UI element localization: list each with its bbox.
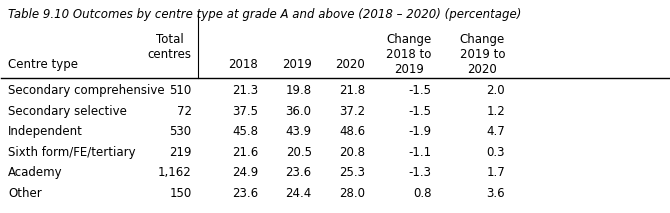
Text: 1.2: 1.2 <box>486 105 505 118</box>
Text: 150: 150 <box>170 187 192 200</box>
Text: Academy: Academy <box>8 166 63 179</box>
Text: 3.6: 3.6 <box>486 187 505 200</box>
Text: 37.2: 37.2 <box>339 105 365 118</box>
Text: 20.8: 20.8 <box>339 146 365 159</box>
Text: Table 9.10 Outcomes by centre type at grade A and above (2018 – 2020) (percentag: Table 9.10 Outcomes by centre type at gr… <box>8 8 521 21</box>
Text: Secondary selective: Secondary selective <box>8 105 127 118</box>
Text: 21.8: 21.8 <box>339 84 365 97</box>
Text: 2018: 2018 <box>228 58 258 71</box>
Text: -1.1: -1.1 <box>409 146 431 159</box>
Text: Other: Other <box>8 187 42 200</box>
Text: 43.9: 43.9 <box>285 125 312 138</box>
Text: 2019: 2019 <box>282 58 312 71</box>
Text: 48.6: 48.6 <box>339 125 365 138</box>
Text: 219: 219 <box>169 146 192 159</box>
Text: Total
centres: Total centres <box>147 33 192 60</box>
Text: 25.3: 25.3 <box>339 166 365 179</box>
Text: Independent: Independent <box>8 125 83 138</box>
Text: 1,162: 1,162 <box>158 166 192 179</box>
Text: Change
2018 to
2019: Change 2018 to 2019 <box>387 33 431 76</box>
Text: 4.7: 4.7 <box>486 125 505 138</box>
Text: 23.6: 23.6 <box>232 187 258 200</box>
Text: -1.5: -1.5 <box>409 84 431 97</box>
Text: 36.0: 36.0 <box>285 105 312 118</box>
Text: 21.6: 21.6 <box>232 146 258 159</box>
Text: 510: 510 <box>170 84 192 97</box>
Text: 2020: 2020 <box>335 58 365 71</box>
Text: 72: 72 <box>177 105 192 118</box>
Text: Centre type: Centre type <box>8 58 78 71</box>
Text: 1.7: 1.7 <box>486 166 505 179</box>
Text: 24.4: 24.4 <box>285 187 312 200</box>
Text: 0.3: 0.3 <box>486 146 505 159</box>
Text: 28.0: 28.0 <box>339 187 365 200</box>
Text: -1.9: -1.9 <box>409 125 431 138</box>
Text: Change
2019 to
2020: Change 2019 to 2020 <box>460 33 505 76</box>
Text: Secondary comprehensive: Secondary comprehensive <box>8 84 165 97</box>
Text: -1.3: -1.3 <box>409 166 431 179</box>
Text: 45.8: 45.8 <box>232 125 258 138</box>
Text: 20.5: 20.5 <box>285 146 312 159</box>
Text: -1.5: -1.5 <box>409 105 431 118</box>
Text: 530: 530 <box>170 125 192 138</box>
Text: 24.9: 24.9 <box>232 166 258 179</box>
Text: 23.6: 23.6 <box>285 166 312 179</box>
Text: 0.8: 0.8 <box>413 187 431 200</box>
Text: 19.8: 19.8 <box>285 84 312 97</box>
Text: Sixth form/FE/tertiary: Sixth form/FE/tertiary <box>8 146 136 159</box>
Text: 2.0: 2.0 <box>486 84 505 97</box>
Text: 21.3: 21.3 <box>232 84 258 97</box>
Text: 37.5: 37.5 <box>232 105 258 118</box>
